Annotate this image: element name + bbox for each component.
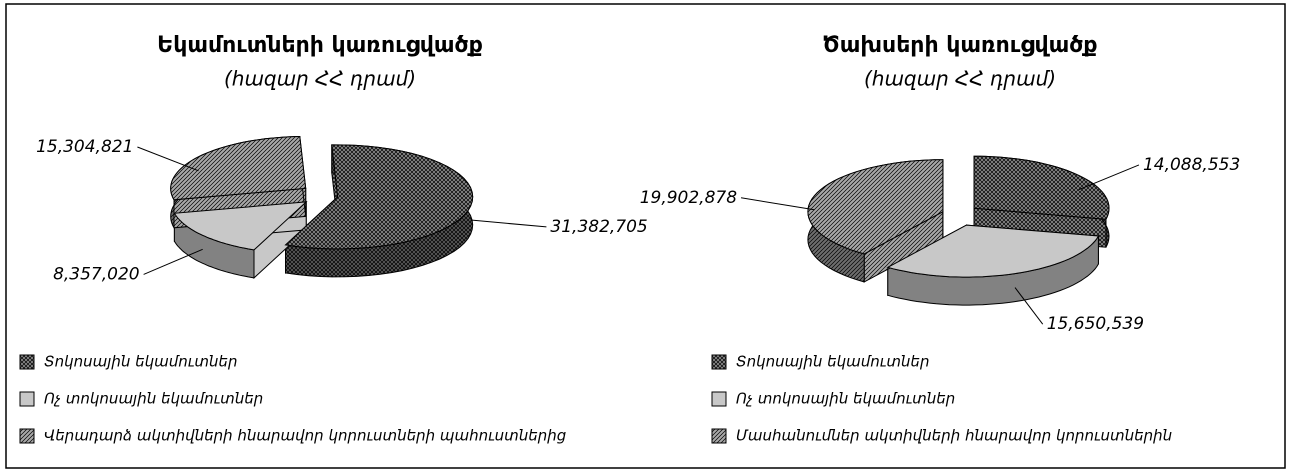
legend-label: Մասհանումներ ակտիվների հնարավոր կորուստն… (736, 427, 1172, 445)
data-label: 31,382,705 (550, 217, 647, 237)
pie-slice (973, 155, 1110, 220)
chart-title: Եկամուտների կառուցվածք (157, 33, 483, 58)
legend-swatch (19, 354, 35, 370)
slice-tops (807, 155, 1110, 278)
leader-line (470, 219, 547, 228)
leader-line (143, 248, 203, 275)
pie-slice (886, 224, 1100, 278)
data-label: 19,902,878 (640, 188, 738, 208)
leader-line (1014, 287, 1044, 325)
legend-label: Տոկոսային եկամուտներ (736, 353, 929, 371)
leader-line (1078, 164, 1140, 191)
leader-line (740, 197, 815, 211)
legend-swatch (711, 428, 727, 444)
data-label: 15,304,821 (36, 137, 133, 157)
chart-subtitle: (հազար ՀՀ դրամ) (224, 67, 416, 91)
pie-slice (170, 135, 307, 201)
pie-slice (173, 201, 308, 251)
slice-side-shade (887, 236, 1099, 306)
legend-swatch (19, 391, 35, 407)
legend-label: Ոչ տոկոսային եկամուտներ (736, 390, 955, 408)
data-label: 15,650,539 (1047, 314, 1144, 334)
legend-label: Ոչ տոկոսային եկամուտներ (44, 390, 263, 408)
data-label: 14,088,553 (1143, 155, 1240, 175)
pie-slice (284, 144, 474, 250)
legend-swatch (711, 354, 727, 370)
legend-swatch (711, 391, 727, 407)
data-label: 8,357,020 (53, 264, 140, 284)
leader-line (137, 146, 199, 172)
pie-slice (807, 159, 944, 255)
slice-tops (170, 135, 474, 251)
legend-swatch (19, 428, 35, 444)
chart-title: Ծախսերի կառուցվածք (822, 33, 1097, 58)
legend-label: Վերադարձ ակտիվների հնարավոր կորուստների … (44, 427, 566, 445)
chart-subtitle: (հազար ՀՀ դրամ) (864, 67, 1056, 91)
slice-side-shade (174, 213, 254, 278)
legend-label: Տոկոսային եկամուտներ (44, 353, 237, 371)
